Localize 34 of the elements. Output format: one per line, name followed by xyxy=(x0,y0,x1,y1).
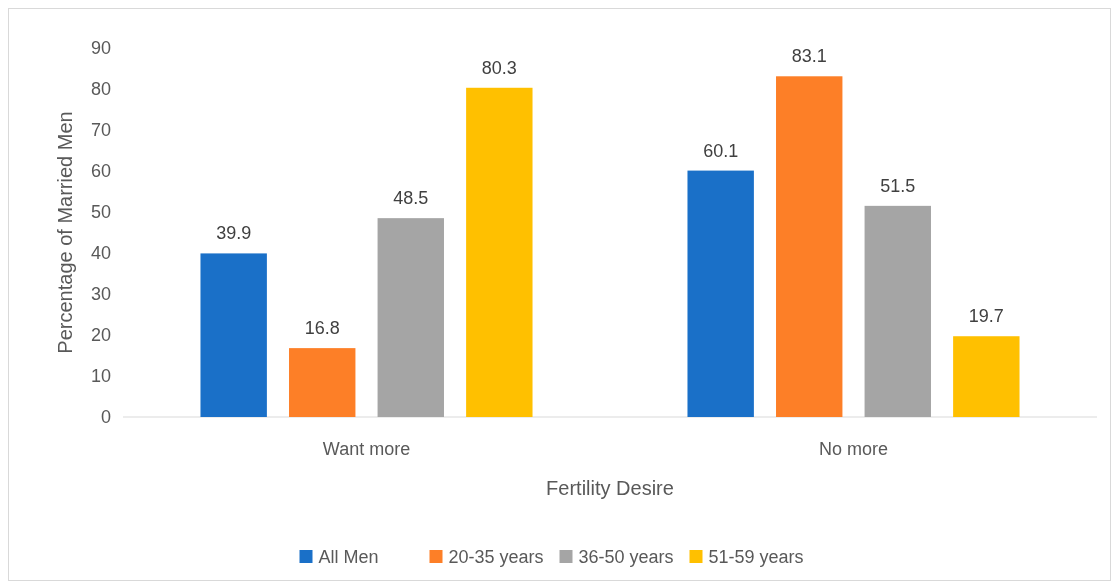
legend-label: 51-59 years xyxy=(708,547,804,568)
x-tick-label: No more xyxy=(818,439,889,459)
y-tick-label: 40 xyxy=(90,243,111,264)
y-tick-label: 10 xyxy=(90,366,111,387)
y-tick-label: 20 xyxy=(90,325,111,346)
legend-label: All Men xyxy=(318,547,379,568)
bar xyxy=(864,205,931,417)
bar xyxy=(377,218,444,417)
bar xyxy=(466,87,533,417)
y-tick-label: 60 xyxy=(90,161,111,182)
y-tick-label: 70 xyxy=(90,120,111,141)
data-label: 39.9 xyxy=(216,223,252,244)
data-label: 48.5 xyxy=(393,188,429,209)
bar xyxy=(776,76,843,417)
data-label: 16.8 xyxy=(304,318,340,339)
data-label: 83.1 xyxy=(791,46,827,67)
data-label: 80.3 xyxy=(481,57,517,78)
data-label: 19.7 xyxy=(968,306,1004,327)
y-tick-label: 50 xyxy=(90,202,111,223)
x-tick-label: Want more xyxy=(322,439,411,459)
y-tick-label: 80 xyxy=(90,79,111,100)
x-axis-title: Fertility Desire xyxy=(546,477,674,499)
y-axis-title: Percentage of Married Men xyxy=(54,111,76,354)
y-tick-label: 90 xyxy=(90,38,111,59)
legend-label: 36-50 years xyxy=(578,547,674,568)
y-tick-label: 30 xyxy=(90,284,111,305)
bar xyxy=(200,253,267,417)
data-label: 60.1 xyxy=(703,140,739,161)
data-label: 51.5 xyxy=(880,175,916,196)
bar xyxy=(289,348,356,417)
bar xyxy=(687,170,754,417)
y-tick-label: 0 xyxy=(100,407,111,428)
legend-label: 20-35 years xyxy=(448,547,544,568)
bar xyxy=(953,336,1020,417)
